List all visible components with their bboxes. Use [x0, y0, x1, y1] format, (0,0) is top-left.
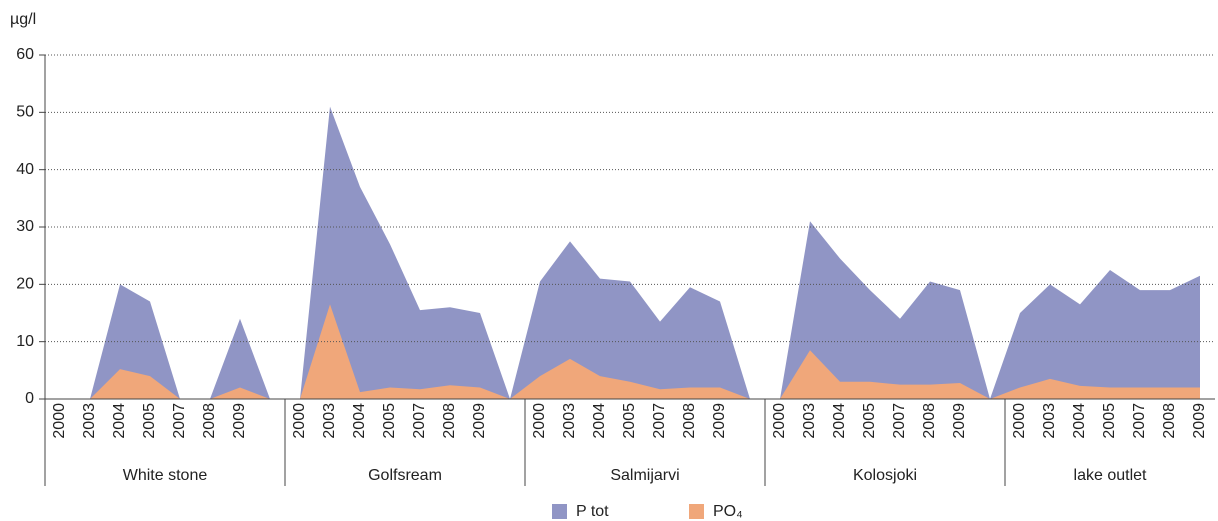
- y-unit-label: µg/l: [10, 11, 36, 28]
- legend-swatch: [689, 504, 704, 519]
- x-tick-label: 2009: [711, 403, 728, 439]
- x-tick-label: 2008: [681, 403, 698, 439]
- x-tick-label: 2008: [201, 403, 218, 439]
- x-tick-label: 2004: [111, 403, 128, 439]
- group-label: Kolosjoki: [853, 467, 917, 484]
- y-tick-label: 20: [16, 276, 34, 293]
- x-tick-label: 2005: [621, 403, 638, 439]
- x-tick-label: 2007: [891, 403, 908, 439]
- group-label: Golfsream: [368, 467, 442, 484]
- legend-label: P tot: [576, 503, 609, 520]
- x-tick-label: 2003: [321, 403, 338, 439]
- x-tick-label: 2008: [1161, 403, 1178, 439]
- x-tick-label: 2009: [1191, 403, 1208, 439]
- y-tick-label: 0: [25, 390, 34, 407]
- y-tick-label: 40: [16, 161, 34, 178]
- x-tick-label: 2007: [1131, 403, 1148, 439]
- x-tick-label: 2003: [81, 403, 98, 439]
- x-tick-label: 2007: [171, 403, 188, 439]
- x-tick-label: 2008: [441, 403, 458, 439]
- x-tick-label: 2007: [651, 403, 668, 439]
- x-tick-label: 2005: [141, 403, 158, 439]
- area: [60, 106, 1200, 399]
- x-tick-label: 2004: [591, 403, 608, 439]
- y-tick-label: 30: [16, 218, 34, 235]
- x-tick-label: 2000: [771, 403, 788, 439]
- x-tick-label: 2003: [1041, 403, 1058, 439]
- x-tick-label: 2004: [351, 403, 368, 439]
- group-label: Salmijarvi: [610, 467, 679, 484]
- group-label: White stone: [123, 467, 208, 484]
- area: [60, 304, 1200, 399]
- y-tick-label: 60: [16, 46, 34, 63]
- x-tick-label: 2005: [1101, 403, 1118, 439]
- x-tick-label: 2000: [291, 403, 308, 439]
- legend-label: PO₄: [713, 503, 743, 520]
- x-tick-label: 2005: [861, 403, 878, 439]
- y-tick-label: 50: [16, 104, 34, 121]
- x-tick-label: 2004: [1071, 403, 1088, 439]
- x-tick-label: 2007: [411, 403, 428, 439]
- x-tick-label: 2003: [801, 403, 818, 439]
- x-tick-label: 2005: [381, 403, 398, 439]
- x-tick-label: 2004: [831, 403, 848, 439]
- x-tick-label: 2000: [1011, 403, 1028, 439]
- x-tick-label: 2000: [531, 403, 548, 439]
- x-tick-label: 2008: [921, 403, 938, 439]
- x-tick-label: 2000: [51, 403, 68, 439]
- x-tick-label: 2003: [561, 403, 578, 439]
- x-tick-label: 2009: [951, 403, 968, 439]
- group-label: lake outlet: [1074, 467, 1147, 484]
- legend-swatch: [552, 504, 567, 519]
- x-tick-label: 2009: [231, 403, 248, 439]
- y-tick-label: 10: [16, 333, 34, 350]
- x-tick-label: 2009: [471, 403, 488, 439]
